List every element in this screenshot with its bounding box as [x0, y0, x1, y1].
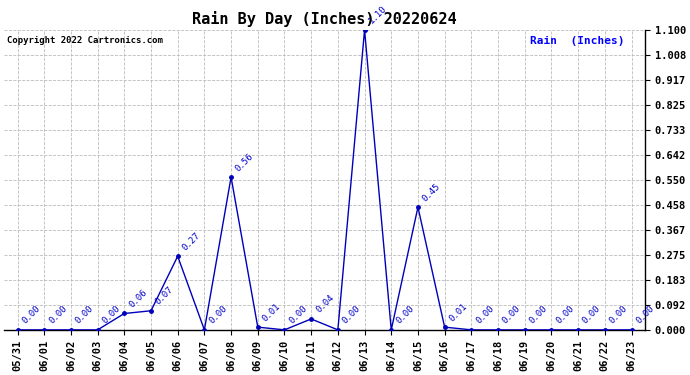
Text: 0.00: 0.00 — [20, 304, 42, 326]
Title: Rain By Day (Inches) 20220624: Rain By Day (Inches) 20220624 — [193, 11, 457, 27]
Text: 0.01: 0.01 — [261, 302, 282, 323]
Text: 0.00: 0.00 — [634, 304, 656, 326]
Text: 0.00: 0.00 — [608, 304, 629, 326]
Text: 0.00: 0.00 — [554, 304, 575, 326]
Text: Rain  (Inches): Rain (Inches) — [529, 36, 624, 46]
Text: 0.00: 0.00 — [581, 304, 602, 326]
Text: 0.01: 0.01 — [447, 302, 469, 323]
Text: 0.56: 0.56 — [234, 152, 255, 173]
Text: 0.07: 0.07 — [154, 285, 175, 307]
Text: 0.04: 0.04 — [314, 293, 335, 315]
Text: 0.00: 0.00 — [287, 304, 309, 326]
Text: 0.00: 0.00 — [501, 304, 522, 326]
Text: Copyright 2022 Cartronics.com: Copyright 2022 Cartronics.com — [8, 36, 164, 45]
Text: 0.00: 0.00 — [341, 304, 362, 326]
Text: 1.10: 1.10 — [367, 4, 389, 26]
Text: 0.00: 0.00 — [394, 304, 415, 326]
Text: 0.00: 0.00 — [47, 304, 68, 326]
Text: 0.00: 0.00 — [74, 304, 95, 326]
Text: 0.00: 0.00 — [474, 304, 495, 326]
Text: 0.45: 0.45 — [421, 182, 442, 203]
Text: 0.00: 0.00 — [207, 304, 228, 326]
Text: 0.27: 0.27 — [181, 231, 202, 252]
Text: 0.06: 0.06 — [127, 288, 148, 309]
Text: 0.00: 0.00 — [100, 304, 122, 326]
Text: 0.00: 0.00 — [528, 304, 549, 326]
